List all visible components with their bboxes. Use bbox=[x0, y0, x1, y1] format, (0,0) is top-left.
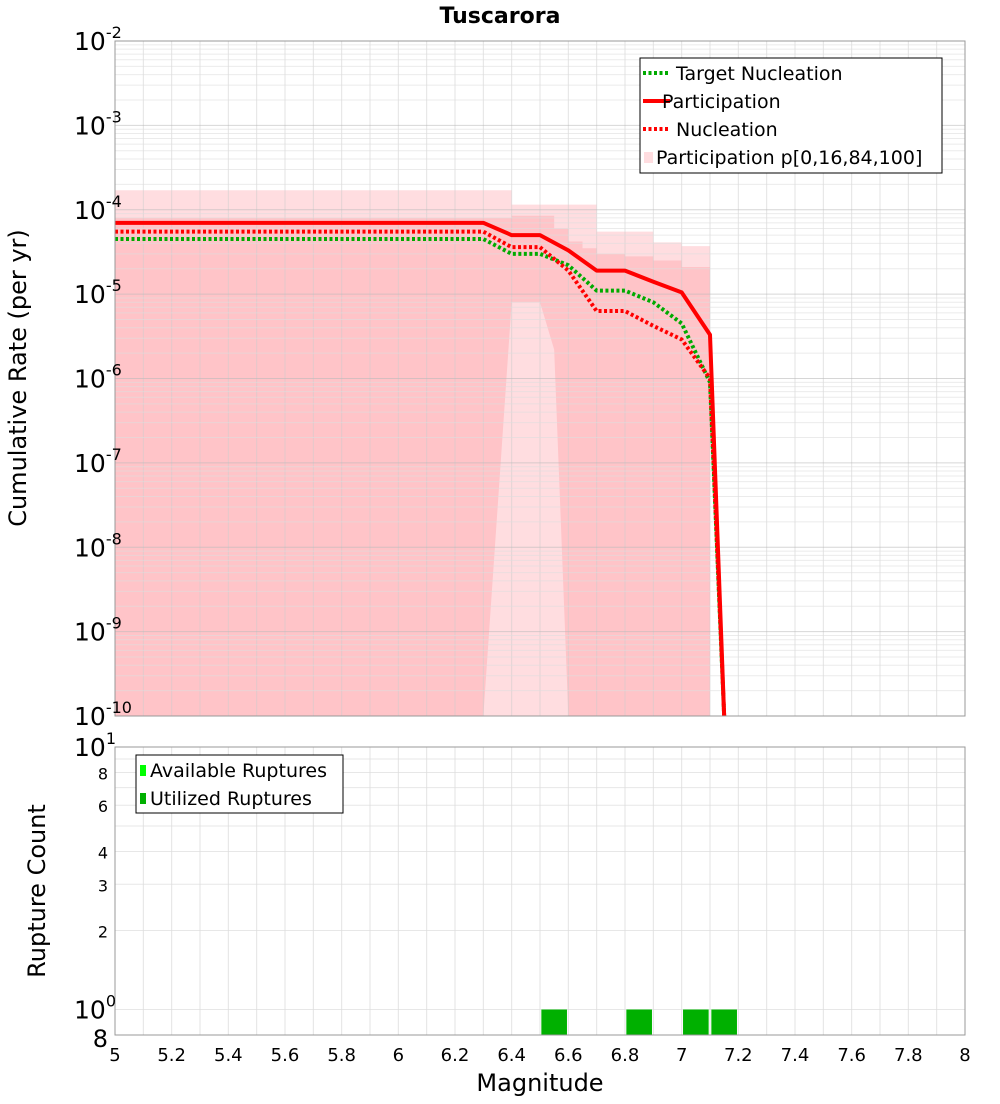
magnitude-tick-label: 5.8 bbox=[327, 1045, 356, 1066]
rupture-y-tick-label: 6 bbox=[98, 797, 108, 816]
rupture-y-tick-label: 3 bbox=[98, 876, 108, 895]
magnitude-tick-label: 6.6 bbox=[554, 1045, 583, 1066]
rate-y-tick-exponent: -7 bbox=[106, 445, 122, 464]
magnitude-tick-label: 8 bbox=[959, 1045, 970, 1066]
magnitude-tick-label: 7 bbox=[676, 1045, 687, 1066]
rate-y-tick-exponent: -5 bbox=[106, 276, 122, 295]
magnitude-tick-label: 6.4 bbox=[497, 1045, 526, 1066]
rupture-y-axis-label: Rupture Count bbox=[23, 804, 51, 978]
confidence-band-1 bbox=[115, 215, 710, 717]
magnitude-tick-label: 5.4 bbox=[214, 1045, 243, 1066]
rupture-y-tick-exponent: 1 bbox=[106, 729, 116, 748]
chart-title: Tuscarora bbox=[440, 4, 561, 29]
magnitude-tick-label: 7.6 bbox=[837, 1045, 866, 1066]
rate-y-axis-label: Cumulative Rate (per yr) bbox=[4, 229, 32, 527]
magnitude-tick-label: 6 bbox=[393, 1045, 404, 1066]
magnitude-tick-label: 5 bbox=[109, 1045, 120, 1066]
rate-legend-label: Nucleation bbox=[676, 119, 778, 141]
rupture-bar-1 bbox=[711, 1009, 737, 1035]
rupture-legend-label: Available Ruptures bbox=[150, 760, 327, 782]
rate-series-line-1 bbox=[115, 220, 727, 717]
rate-series-line-2 bbox=[115, 229, 727, 717]
rate-plot-frame bbox=[114, 40, 966, 717]
rupture-legend-box bbox=[135, 754, 344, 814]
rupture-count-bars bbox=[541, 1009, 737, 1035]
magnitude-tick-label: 7.2 bbox=[724, 1045, 753, 1066]
magnitude-tick-label: 6.8 bbox=[611, 1045, 640, 1066]
rupture-legend-swatch bbox=[140, 765, 146, 776]
rate-y-tick-exponent: -3 bbox=[106, 107, 122, 126]
magnitude-tick-labels: 5 5.2 5.4 5.6 5.8 6 6.2 6.4 6.6 6.8 7 7.2 7.4 7.6 7.8 8 bbox=[109, 1045, 970, 1066]
rate-y-tick-exponent: -2 bbox=[106, 23, 122, 42]
rate-y-tick-label: 10-7 bbox=[74, 445, 122, 478]
rupture-y-tick-label: 100 bbox=[74, 992, 116, 1025]
rupture-y-tick-exponent: 0 bbox=[106, 992, 116, 1011]
rupture-bar-1 bbox=[541, 1009, 567, 1035]
rupture-y-tick-label: 8 bbox=[98, 764, 108, 783]
rate-y-tick-exponent: -8 bbox=[106, 529, 122, 548]
rate-legend-label: Participation p[0,16,84,100] bbox=[656, 147, 922, 169]
rupture-legend-swatch bbox=[140, 793, 146, 804]
magnitude-tick-label: 5.2 bbox=[157, 1045, 186, 1066]
x-axis-label: Magnitude bbox=[476, 1069, 603, 1097]
rate-series-lines bbox=[115, 220, 727, 717]
rupture-bar-1 bbox=[683, 1009, 709, 1035]
magnitude-tick-label: 5.6 bbox=[271, 1045, 300, 1066]
rate-legend-label: Participation bbox=[662, 91, 781, 113]
rate-legend-swatch bbox=[644, 152, 653, 163]
rate-y-tick-exponent: -6 bbox=[106, 361, 122, 380]
rate-plot-legend: Target Nucleation Participation Nucleation… bbox=[639, 57, 943, 174]
rate-legend-box bbox=[639, 57, 943, 174]
rate-y-tick-label: 10-10 bbox=[74, 698, 132, 731]
magnitude-tick-label: 6.2 bbox=[441, 1045, 470, 1066]
magnitude-tick-label: 7.4 bbox=[781, 1045, 810, 1066]
magnitude-tick-label: 7.8 bbox=[894, 1045, 923, 1066]
rupture-y-tick-label: 4 bbox=[98, 843, 108, 862]
rupture-y-tick-label: 101 bbox=[74, 729, 116, 762]
rate-y-tick-exponent: -9 bbox=[106, 614, 122, 633]
rupture-y-tick-label: 2 bbox=[98, 923, 108, 942]
rupture-y-tick-label: 8 bbox=[93, 1025, 108, 1053]
rate-legend-label: Target Nucleation bbox=[675, 63, 843, 85]
rupture-bar-1 bbox=[626, 1009, 652, 1035]
rupture-count-legend: Available Ruptures Utilized Ruptures bbox=[135, 754, 344, 814]
rate-y-tick-exponent: -10 bbox=[106, 698, 132, 717]
rupture-count-frame bbox=[114, 746, 966, 1036]
rate-y-tick-exponent: -4 bbox=[106, 192, 122, 211]
rupture-legend-label: Utilized Ruptures bbox=[150, 788, 312, 810]
rate-series-line-0 bbox=[115, 237, 727, 717]
